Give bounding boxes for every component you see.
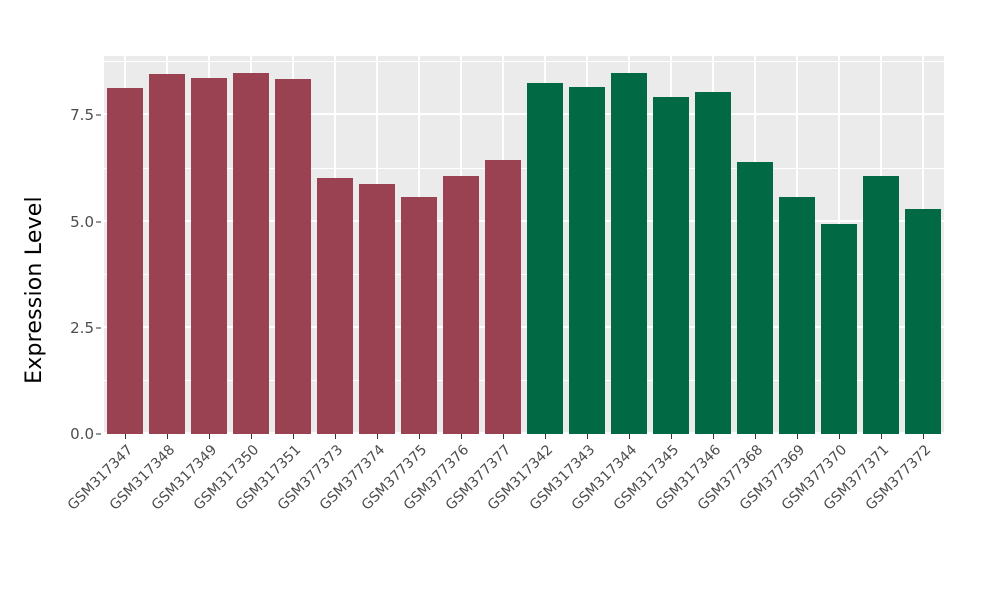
x-tick-mark [377,434,378,439]
bar [442,176,480,434]
bar [526,82,564,434]
y-tick-mark [96,114,101,116]
gridline-horizontal-major [104,219,944,222]
bar [610,73,648,434]
gridline-horizontal-minor [104,167,944,169]
bar [400,197,438,434]
y-tick-mark [96,221,101,223]
x-axis: GSM317347 GSM317348 GSM317349 GSM317350 GSM3… [65,434,944,580]
gridline-horizontal-minor [104,273,944,275]
x-tick-mark [755,434,756,439]
bar [148,73,186,434]
bar [274,79,312,434]
bar-chart: Expression Level 0.0 2.5 5.0 7.5 GSM317347 G… [0,0,944,580]
x-tick-mark [839,434,840,439]
x-tick-mark [713,434,714,439]
gridline-horizontal-minor [104,379,944,381]
x-tick-mark [125,434,126,439]
gridline-horizontal-minor [104,61,944,63]
gridline-horizontal-major [104,325,944,328]
x-tick-mark [545,434,546,439]
x-tick-mark [209,434,210,439]
x-tick-mark [881,434,882,439]
x-tick-mark [629,434,630,439]
bar [316,177,354,434]
x-tick-mark [923,434,924,439]
bar [106,87,144,434]
x-tick-mark [587,434,588,439]
plot-panel [104,56,944,434]
y-tick-mark [96,433,101,435]
y-tick-label: 5.0 [70,212,94,231]
y-tick-label: 0.0 [70,425,94,443]
bar [358,184,396,434]
x-tick-mark [461,434,462,439]
bar [190,78,228,434]
gridline-horizontal-major [104,113,944,116]
bar [568,87,606,434]
x-tick-mark [797,434,798,439]
x-tick-mark [335,434,336,439]
gridline-horizontal-major [104,432,944,434]
y-tick-label: 2.5 [70,318,94,337]
x-tick-mark [671,434,672,439]
y-axis: 0.0 2.5 5.0 7.5 [0,0,104,580]
x-tick-mark [503,434,504,439]
bar [484,159,522,434]
bar [862,176,900,434]
x-tick-mark [251,434,252,439]
bar [736,162,774,434]
x-tick-mark [419,434,420,439]
bar [904,208,942,434]
bar [652,97,690,434]
x-tick-mark [293,434,294,439]
y-tick-mark [96,327,101,329]
bar [778,197,816,434]
x-tick-mark [167,434,168,439]
bar [694,91,732,434]
bar [820,223,858,434]
bar [232,72,270,434]
y-tick-label: 7.5 [70,106,94,125]
